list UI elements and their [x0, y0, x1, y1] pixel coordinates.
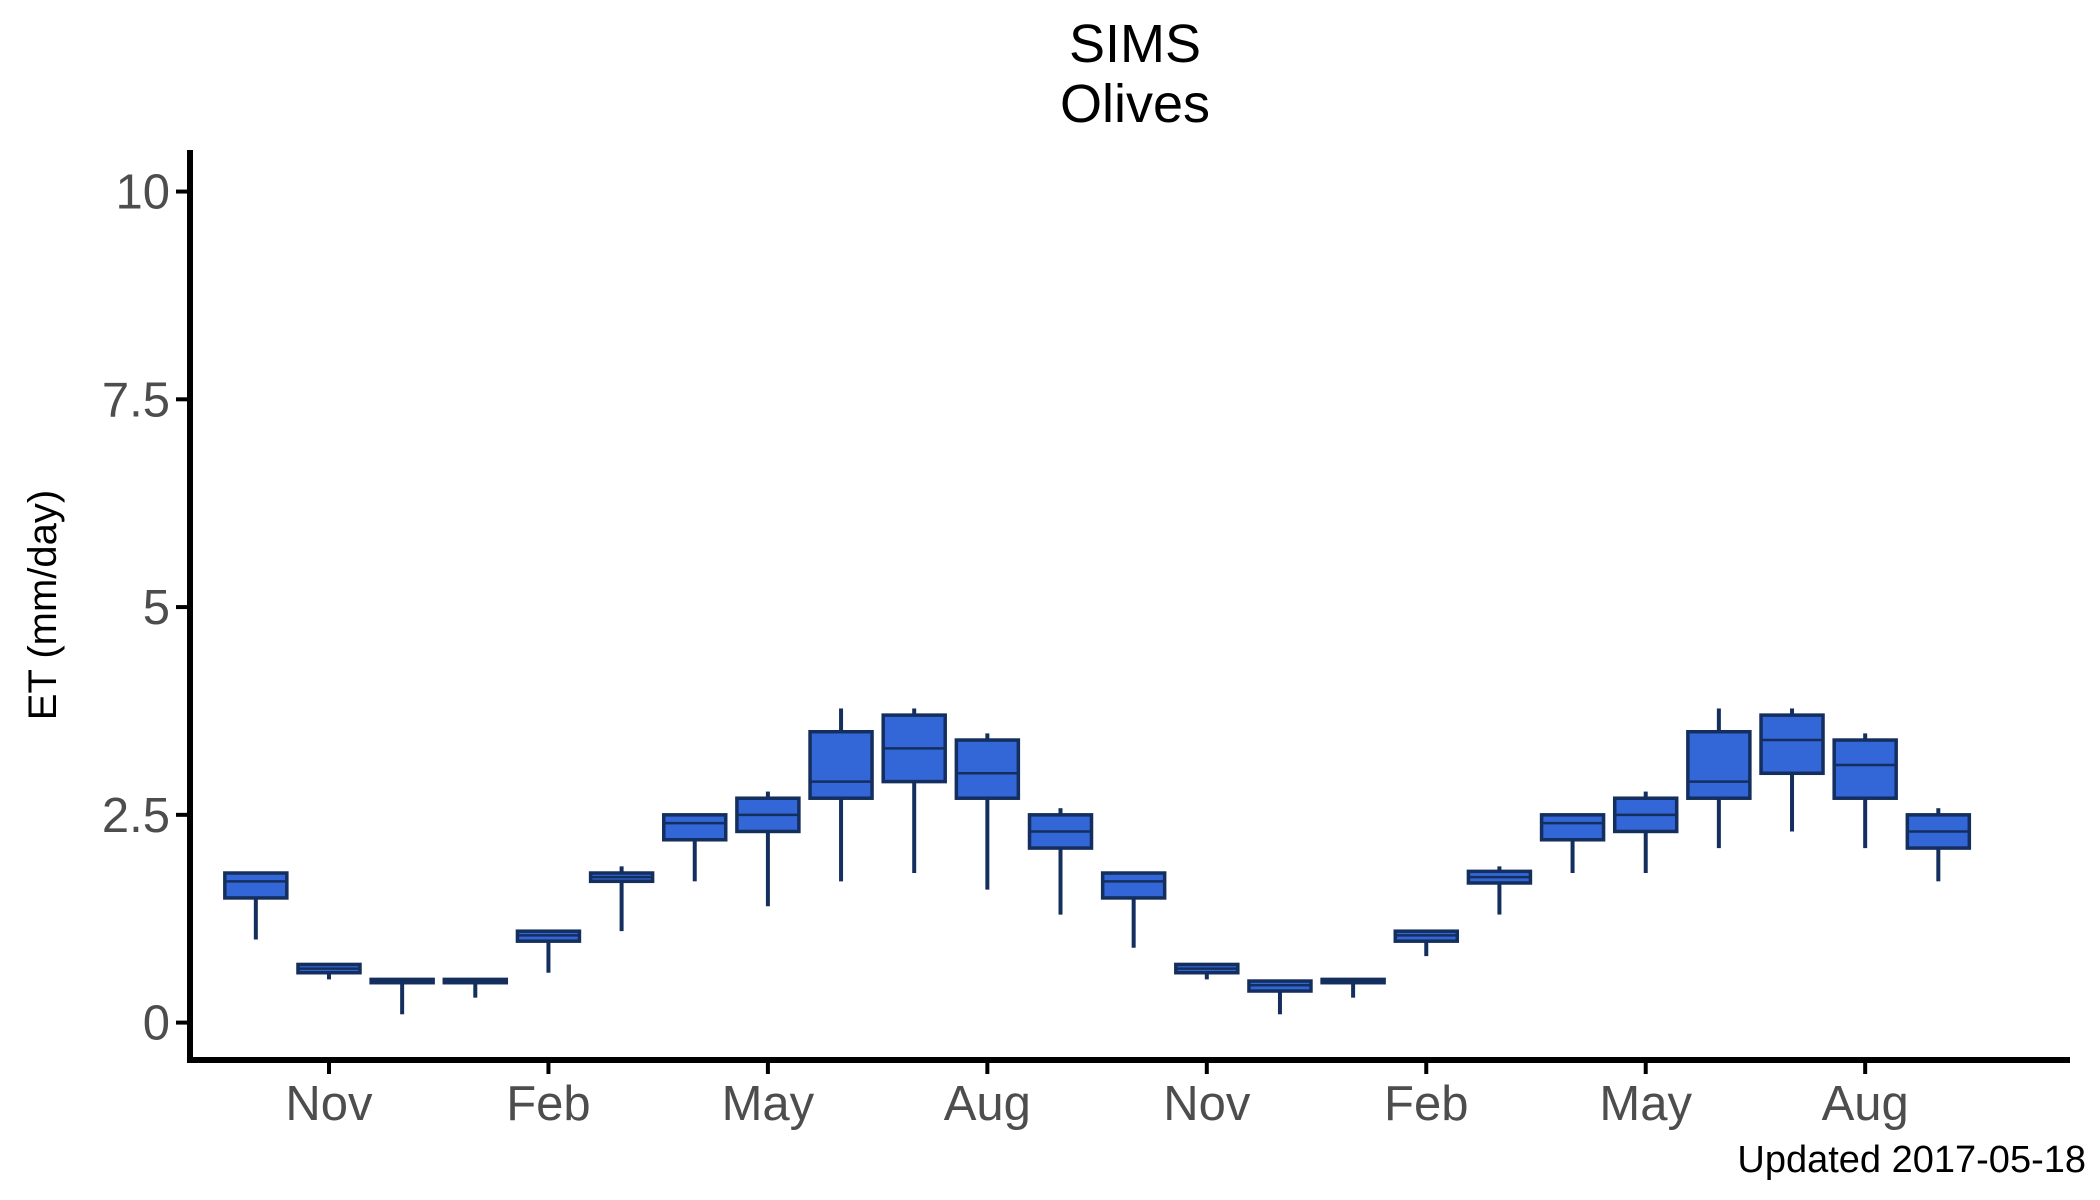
chart-title-line-2: Olives	[1060, 74, 1210, 134]
box-20	[1612, 791, 1679, 874]
box-11	[954, 733, 1021, 890]
box-8	[735, 791, 801, 907]
box-15	[1247, 979, 1313, 1015]
chart-title-line-1: SIMS	[1069, 14, 1201, 74]
y-tick-label: 10	[115, 166, 170, 220]
x-tick-label: May	[1599, 1077, 1692, 1131]
box-16	[1320, 977, 1386, 998]
box-5	[515, 929, 582, 973]
y-tick-label: 7.5	[102, 373, 170, 427]
box-14	[1174, 962, 1240, 980]
y-tick-label: 5	[143, 581, 170, 635]
x-tick-label: Feb	[1384, 1077, 1468, 1131]
box-body	[954, 738, 1021, 800]
box-body	[1100, 871, 1167, 900]
y-axis-title: ET (mm/day)	[21, 490, 65, 720]
y-tick-label: 2.5	[102, 789, 170, 843]
box-body	[1759, 713, 1825, 776]
box-body	[223, 871, 289, 900]
box-body	[1832, 738, 1898, 800]
chart-title: SIMS Olives	[1060, 14, 1210, 134]
x-tick-label: Feb	[506, 1077, 590, 1131]
x-tick-label: Nov	[285, 1077, 373, 1131]
box-12	[1027, 808, 1094, 915]
box-22	[1759, 708, 1825, 832]
x-tick-label: Aug	[1822, 1077, 1909, 1131]
x-tick-label: May	[722, 1077, 815, 1131]
x-axis-ticks: Nov Feb May Aug Nov Feb May Aug	[285, 1060, 1909, 1131]
updated-caption: Updated 2017-05-18	[1737, 1139, 2086, 1181]
box-4	[442, 977, 509, 998]
box-23	[1832, 733, 1898, 849]
box-2	[296, 962, 362, 980]
plot-area	[223, 708, 1972, 1015]
box-19	[1539, 813, 1606, 874]
box-18	[1466, 866, 1533, 915]
box-21	[1686, 708, 1752, 849]
box-10	[881, 708, 947, 874]
y-axis-ticks: 0 2.5 5 7.5 10	[102, 166, 190, 1051]
y-tick-label: 0	[143, 997, 170, 1051]
box-17	[1393, 929, 1460, 957]
box-body	[661, 813, 728, 842]
box-9	[808, 708, 874, 882]
box-6	[588, 866, 655, 932]
box-3	[369, 977, 435, 1015]
x-tick-label: Aug	[944, 1077, 1031, 1131]
x-tick-label: Nov	[1163, 1077, 1251, 1131]
box-13	[1100, 871, 1167, 948]
box-body	[1539, 813, 1606, 842]
box-body	[1686, 729, 1752, 800]
box-1	[223, 871, 289, 940]
box-body	[808, 729, 874, 800]
box-24	[1905, 808, 1972, 882]
box-7	[661, 813, 728, 882]
